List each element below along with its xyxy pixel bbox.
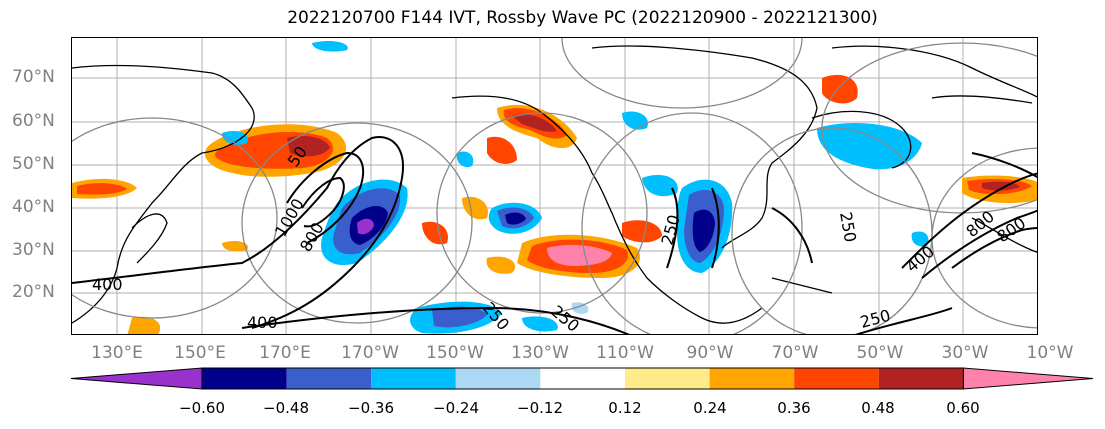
lat-label-30n: 30°N	[12, 240, 55, 260]
colorbar-segments	[70, 367, 1094, 390]
lon-label-110w: 110°W	[596, 343, 654, 363]
lon-label-150w: 150°W	[426, 343, 484, 363]
lon-label-90w: 90°W	[686, 343, 734, 363]
colorbar-segment-extend-low	[70, 367, 203, 390]
colorbar-segment	[878, 368, 964, 389]
colorbar-tick: 0.60	[946, 399, 980, 417]
colorbar-tick: −0.48	[263, 399, 309, 417]
chart-title: 2022120700 F144 IVT, Rossby Wave PC (202…	[287, 8, 878, 28]
lon-label-130e: 130°E	[91, 343, 143, 363]
lon-label-50w: 50°W	[856, 343, 904, 363]
rossby-circles	[72, 38, 1037, 334]
contour-label: 250	[479, 298, 513, 334]
lat-label-60n: 60°N	[12, 111, 55, 131]
contour-label: 800	[962, 207, 998, 241]
colorbar-tick: 0.36	[777, 399, 811, 417]
colorbar-tick: 0.12	[608, 399, 642, 417]
lon-label-30w: 30°W	[941, 343, 989, 363]
colorbar-segment-extend-high	[962, 367, 1094, 390]
map-panel: 50 1000 800 400 400 250 250 250 250 250 …	[71, 37, 1038, 335]
lon-label-10w: 10°W	[1026, 343, 1074, 363]
lon-label-130w: 130°W	[511, 343, 569, 363]
colorbar-segment	[455, 368, 541, 389]
colorbar	[70, 367, 1094, 390]
lat-label-50n: 50°N	[12, 154, 55, 174]
contour-label: 800	[993, 213, 1029, 246]
lon-label-150e: 150°E	[174, 343, 226, 363]
colorbar-tick: −0.24	[433, 399, 479, 417]
colorbar-tick: 0.48	[861, 399, 895, 417]
gridlines	[72, 38, 1037, 334]
colorbar-segment	[709, 368, 795, 389]
colorbar-segment	[202, 368, 287, 389]
lat-label-70n: 70°N	[12, 67, 55, 87]
colorbar-segment	[794, 368, 879, 389]
contour-label: 400	[92, 275, 123, 294]
colorbar-tick: −0.12	[517, 399, 563, 417]
colorbar-segment	[371, 368, 456, 389]
colorbar-segment	[540, 368, 625, 389]
lon-label-170e: 170°E	[259, 343, 311, 363]
colorbar-segment	[286, 368, 372, 389]
contour-label: 250	[836, 210, 860, 243]
colorbar-tick: 0.24	[693, 399, 727, 417]
lon-label-70w: 70°W	[771, 343, 819, 363]
ivt-map: 50 1000 800 400 400 250 250 250 250 250 …	[72, 38, 1037, 334]
lon-label-170w: 170°W	[341, 343, 399, 363]
colorbar-tick: −0.36	[348, 399, 394, 417]
contour-label: 250	[858, 306, 892, 332]
colorbar-tick: −0.60	[179, 399, 225, 417]
negative-anomalies	[222, 40, 929, 334]
contour-label: 400	[247, 313, 278, 332]
colorbar-outline	[201, 367, 964, 390]
ivt-contours	[72, 136, 1037, 334]
lat-label-40n: 40°N	[12, 197, 55, 217]
colorbar-segment	[625, 368, 710, 389]
lat-label-20n: 20°N	[12, 282, 55, 302]
coastlines	[72, 45, 1037, 324]
